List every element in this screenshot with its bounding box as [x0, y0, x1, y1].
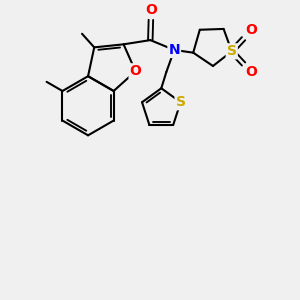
Text: S: S — [176, 95, 186, 109]
Text: N: N — [168, 43, 180, 57]
Text: O: O — [245, 23, 257, 37]
Text: O: O — [130, 64, 142, 78]
Text: S: S — [227, 44, 237, 58]
Text: O: O — [245, 65, 257, 80]
Text: O: O — [145, 3, 157, 17]
